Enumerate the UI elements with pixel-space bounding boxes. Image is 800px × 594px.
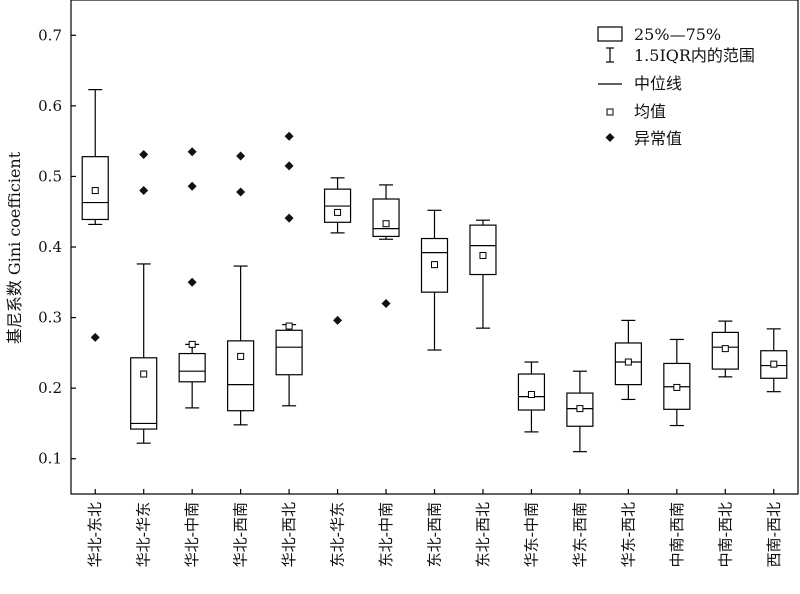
outlier-point <box>284 161 294 171</box>
mean-marker <box>673 383 681 391</box>
y-tick-label: 0.2 <box>38 379 62 397</box>
outlier-point <box>284 131 294 141</box>
outlier-point <box>90 332 100 342</box>
outlier-point <box>381 298 391 308</box>
mean-marker <box>576 405 584 413</box>
mean-marker <box>382 220 390 228</box>
x-axis-labels: 华北-东北 华北-华东 华北-中南 华北-西南 华北-西北 东北-华东 东北-中南 东北-西南… <box>86 489 783 567</box>
mean-marker <box>624 358 632 366</box>
box-4 <box>227 151 255 426</box>
mean-marker <box>479 251 487 259</box>
box-13 <box>663 338 691 427</box>
x-tick-label: 华东-中南 <box>522 502 540 567</box>
mean-marker <box>285 322 293 330</box>
mean-marker <box>431 261 438 269</box>
box-3 <box>178 147 206 409</box>
x-tick-label: 华北-东北 <box>86 502 104 567</box>
legend-median-label: 中位线 <box>634 74 682 93</box>
y-tick-label: 0.7 <box>38 26 62 44</box>
iqr-box <box>275 329 303 376</box>
y-axis-ticks: 0.1 0.2 0.3 0.4 0.5 0.6 0.7 <box>38 26 76 468</box>
mean-marker <box>91 187 99 195</box>
mean-marker <box>140 370 148 378</box>
x-tick-label: 中南-西南 <box>668 502 686 567</box>
mean-marker <box>527 390 535 398</box>
x-tick-label: 华北-西北 <box>280 502 298 567</box>
x-tick-label: 华北-中南 <box>183 502 201 567</box>
box-5 <box>275 131 303 407</box>
outlier-point <box>236 151 246 161</box>
box-12 <box>614 319 642 401</box>
y-tick-label: 0.5 <box>38 167 62 185</box>
outlier-point <box>187 147 197 157</box>
x-tick-label: 西南-西北 <box>765 502 783 567</box>
iqr-box <box>420 237 449 293</box>
mean-marker <box>188 340 196 348</box>
y-tick-label: 0.4 <box>38 238 62 256</box>
legend-whisker-label: 1.5IQR内的范围 <box>634 46 755 65</box>
mean-marker <box>334 208 342 216</box>
outlier-point <box>236 187 246 197</box>
legend-box-label: 25%—75% <box>634 25 721 44</box>
iqr-box <box>469 224 497 276</box>
mean-marker <box>721 345 729 353</box>
y-tick-label: 0.6 <box>38 97 62 115</box>
box-11 <box>566 370 594 453</box>
box-1 <box>81 89 109 342</box>
box-9 <box>469 219 497 329</box>
legend-mean-label: 均值 <box>634 102 666 121</box>
mean-marker <box>237 352 245 360</box>
iqr-box <box>227 340 255 412</box>
iqr-box <box>372 198 400 238</box>
y-tick-label: 0.3 <box>38 309 62 327</box>
iqr-box <box>178 352 206 383</box>
legend: 25%—75% 1.5IQR内的范围 中位线 均值 异常值 <box>597 25 755 148</box>
x-tick-label: 华东-西南 <box>571 502 589 567</box>
outlier-point <box>187 277 197 287</box>
x-tick-label: 华北-西南 <box>232 502 250 567</box>
x-tick-label: 中南-西北 <box>716 502 734 567</box>
box-10 <box>517 361 546 433</box>
legend-box-swatch <box>597 26 623 42</box>
legend-outlier-label: 异常值 <box>634 129 682 148</box>
y-axis-label: 基尼系数 Gini coefficient <box>5 151 24 344</box>
outlier-point <box>333 315 343 325</box>
legend-whisker-swatch <box>606 47 614 63</box>
legend-mean-swatch <box>606 108 614 116</box>
box-8 <box>420 209 449 351</box>
outlier-point <box>139 150 149 160</box>
plot-area <box>81 89 788 453</box>
box-15 <box>760 328 788 393</box>
legend-outlier-swatch <box>605 133 615 142</box>
x-tick-label: 东北-西北 <box>474 502 492 567</box>
iqr-box <box>130 357 158 430</box>
outlier-point <box>284 213 294 223</box>
box-2 <box>130 150 158 444</box>
mean-marker <box>770 360 778 368</box>
x-tick-label: 华北-华东 <box>135 502 153 567</box>
outlier-point <box>139 186 149 196</box>
axes-frame <box>70 0 799 495</box>
x-tick-label: 东北-西南 <box>426 502 444 567</box>
x-tick-label: 东北-中南 <box>377 502 395 567</box>
box-14 <box>711 320 739 378</box>
box-6 <box>323 177 352 325</box>
outlier-point <box>187 181 197 191</box>
y-tick-label: 0.1 <box>38 450 62 468</box>
box-7 <box>372 184 400 308</box>
x-tick-label: 华东-西北 <box>619 502 637 567</box>
x-tick-label: 东北-华东 <box>329 502 347 567</box>
